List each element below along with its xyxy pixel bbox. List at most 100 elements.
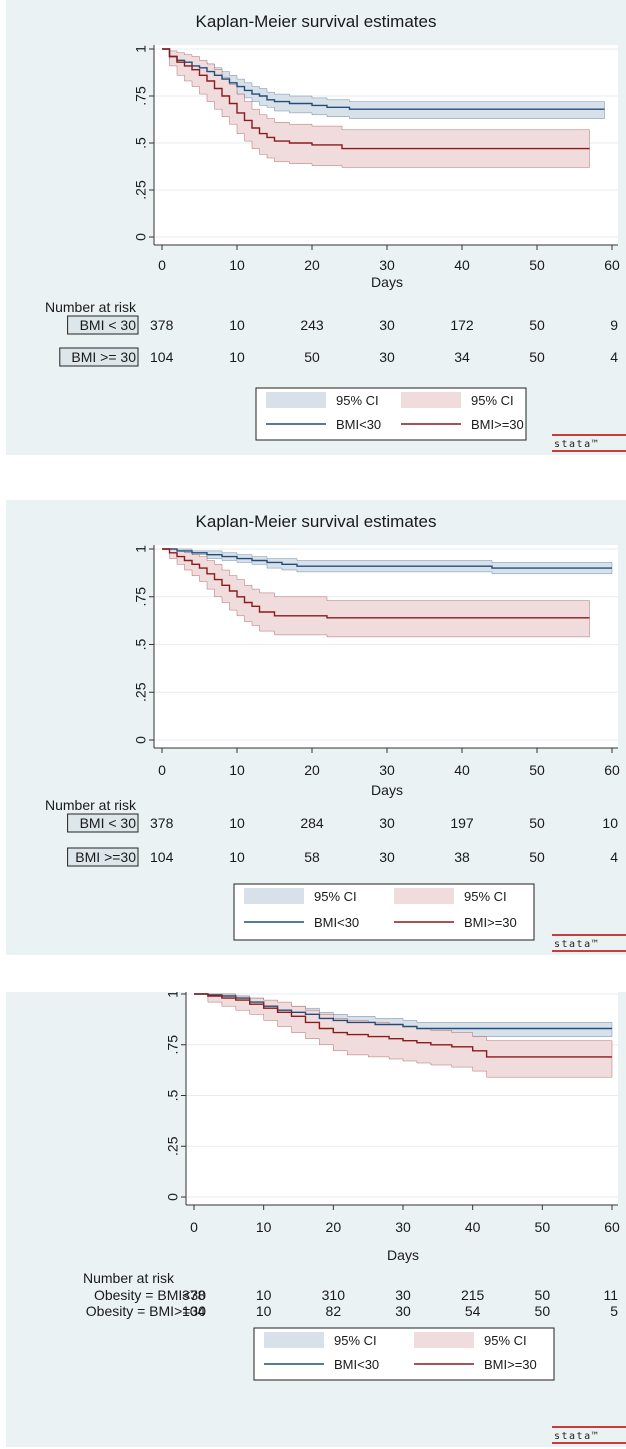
- risk-count: 50: [535, 1287, 551, 1303]
- km-panel-3: Kaplan-Meier survival estimates0.25.5.75…: [6, 992, 626, 1447]
- legend-ci-swatch: [244, 888, 304, 904]
- risk-count: 10: [229, 317, 245, 333]
- risk-count: 104: [150, 849, 174, 865]
- risk-count: 11: [603, 1287, 618, 1303]
- legend-label: BMI>=30: [484, 1357, 537, 1372]
- chart-title: Kaplan-Meier survival estimates: [196, 512, 437, 531]
- x-tick-label: 50: [535, 1219, 551, 1235]
- legend-label: BMI>=30: [464, 915, 517, 930]
- survival-line-2: [162, 48, 590, 150]
- x-tick-label: 30: [395, 1219, 411, 1235]
- risk-count: 30: [379, 317, 395, 333]
- y-tick-label: 0: [133, 233, 149, 241]
- risk-count: 58: [304, 849, 320, 865]
- legend-ci-swatch: [401, 392, 461, 408]
- risk-count: 30: [379, 349, 395, 365]
- x-tick-label: 0: [190, 1219, 198, 1235]
- x-tick-label: 30: [379, 257, 395, 273]
- risk-count: 30: [395, 1287, 411, 1303]
- y-tick-label: .5: [133, 638, 149, 650]
- x-tick-label: 40: [465, 1219, 481, 1235]
- x-tick-label: 30: [379, 762, 395, 778]
- survival-line-1: [162, 48, 605, 110]
- legend-label: 95% CI: [484, 1333, 527, 1348]
- y-tick-label: .25: [133, 682, 149, 702]
- y-tick-label: .75: [133, 587, 149, 607]
- risk-label-box: [67, 315, 139, 335]
- y-tick-label: .5: [165, 1089, 181, 1101]
- stata-logo: stata™: [554, 1431, 599, 1442]
- x-tick-label: 0: [158, 762, 166, 778]
- risk-count: 310: [322, 1287, 346, 1303]
- risk-count: 104: [182, 1303, 206, 1319]
- y-tick-label: 0: [165, 1193, 181, 1201]
- risk-label-box: [59, 347, 139, 367]
- x-tick-label: 10: [229, 762, 245, 778]
- legend-ci-swatch: [414, 1332, 474, 1348]
- legend-label: BMI<30: [334, 1357, 379, 1372]
- risk-count: 4: [610, 349, 618, 365]
- risk-table-header: Number at risk: [83, 1270, 175, 1286]
- x-tick-label: 20: [304, 257, 320, 273]
- km-panel-1: Kaplan-Meier survival estimates 0 .25 .5 .75…: [6, 0, 626, 455]
- legend-label: BMI>=30: [471, 417, 524, 432]
- risk-count: 54: [465, 1303, 481, 1319]
- x-tick-label: 60: [604, 257, 620, 273]
- ci-band-2: [162, 548, 590, 638]
- x-tick-label: 60: [604, 1219, 620, 1235]
- x-tick-label: 60: [604, 762, 620, 778]
- legend-label: 95% CI: [464, 889, 507, 904]
- risk-count: 10: [229, 349, 245, 365]
- risk-count: 30: [379, 815, 395, 831]
- risk-count: 243: [300, 317, 324, 333]
- risk-count: 172: [450, 317, 474, 333]
- y-tick-label: .75: [165, 1035, 181, 1055]
- x-tick-label: 20: [326, 1219, 342, 1235]
- legend-label: BMI<30: [336, 417, 381, 432]
- x-tick-label: 40: [454, 762, 470, 778]
- risk-count: 10: [602, 815, 618, 831]
- risk-count: 34: [454, 349, 470, 365]
- km-panel-2: Kaplan-Meier survival estimates 0 .25 .5 .75…: [6, 500, 626, 955]
- legend-label: 95% CI: [471, 393, 514, 408]
- survival-line-2: [162, 548, 590, 619]
- risk-row-label: BMI >= 30: [71, 349, 136, 365]
- x-axis-label: Days: [371, 274, 403, 290]
- risk-count: 378: [150, 317, 174, 333]
- risk-row-label: BMI < 30: [80, 317, 137, 333]
- risk-count: 30: [379, 849, 395, 865]
- risk-count: 5: [610, 1303, 618, 1319]
- risk-count: 30: [395, 1303, 411, 1319]
- risk-count: 50: [529, 815, 545, 831]
- legend-ci-swatch: [264, 1332, 324, 1348]
- x-tick-label: 50: [529, 762, 545, 778]
- survival-line-1: [194, 993, 612, 1030]
- stata-logo: stata™: [554, 439, 599, 450]
- x-axis-label: Days: [387, 1247, 419, 1263]
- risk-count: 10: [229, 815, 245, 831]
- legend-label: 95% CI: [336, 393, 379, 408]
- km-chart-3: Kaplan-Meier survival estimates0.25.5.75…: [83, 992, 626, 1444]
- risk-count: 378: [182, 1287, 206, 1303]
- risk-count: 38: [454, 849, 470, 865]
- x-tick-label: 40: [454, 257, 470, 273]
- risk-count: 197: [450, 815, 474, 831]
- y-tick-label: .75: [133, 86, 149, 106]
- risk-count: 50: [529, 349, 545, 365]
- risk-row-label: BMI < 30: [80, 815, 137, 831]
- stata-logo: stata™: [554, 939, 599, 950]
- y-tick-label: .5: [133, 137, 149, 149]
- x-tick-label: 10: [229, 257, 245, 273]
- y-tick-label: 0: [133, 736, 149, 744]
- risk-row-label: BMI >=30: [75, 849, 136, 865]
- survival-line-1: [162, 548, 612, 569]
- risk-count: 104: [150, 349, 174, 365]
- legend-label: 95% CI: [334, 1333, 377, 1348]
- risk-count: 215: [461, 1287, 485, 1303]
- km-chart-2: Kaplan-Meier survival estimates 0 .25 .5 .75…: [45, 512, 626, 952]
- survival-line-2: [194, 993, 612, 1058]
- y-tick-label: .25: [165, 1136, 181, 1156]
- risk-count: 50: [529, 317, 545, 333]
- km-chart-1: Kaplan-Meier survival estimates 0 .25 .5 .75…: [45, 12, 626, 452]
- risk-table-header: Number at risk: [45, 797, 137, 813]
